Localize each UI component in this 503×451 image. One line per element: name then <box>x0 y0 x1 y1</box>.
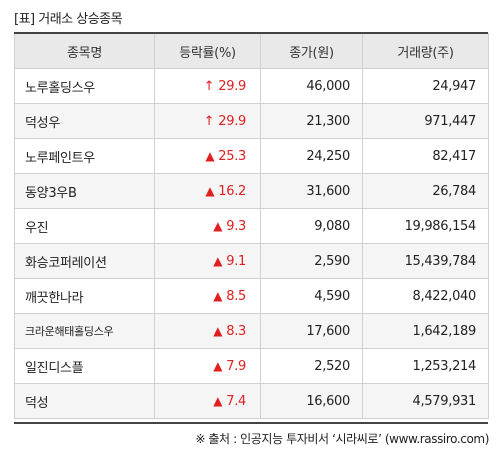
change-rate-cell: ▲ 16.2 <box>154 173 261 209</box>
stock-name: 깨끗한나라 <box>14 278 155 314</box>
header-change-rate: 등락률(%) <box>154 33 261 69</box>
change-rate-cell: ▲ 7.9 <box>154 348 261 384</box>
table-row: 노루홀딩스우 ↑ 29.9 46,000 24,947 <box>14 68 489 104</box>
closing-price: 46,000 <box>260 68 363 104</box>
change-rate-cell: ▲ 7.4 <box>154 383 261 419</box>
change-rate-cell: ▲ 9.1 <box>154 243 261 279</box>
table-row: 덕성 ▲ 7.4 16,600 4,579,931 <box>14 383 489 419</box>
trading-volume: 4,579,931 <box>362 383 489 419</box>
up-triangle-icon: ▲ <box>213 288 223 303</box>
trading-volume: 8,422,040 <box>362 278 489 314</box>
upper-limit-arrow-icon: ↑ <box>203 78 215 94</box>
trading-volume: 15,439,784 <box>362 243 489 279</box>
table-top-border <box>14 32 488 34</box>
change-rate-value: 29.9 <box>218 113 246 129</box>
change-rate-value: 9.3 <box>226 218 246 234</box>
up-triangle-icon: ▲ <box>205 148 215 163</box>
change-rate-value: 25.3 <box>218 148 246 164</box>
trading-volume: 1,642,189 <box>362 313 489 349</box>
trading-volume: 26,784 <box>362 173 489 209</box>
closing-price: 21,300 <box>260 103 363 139</box>
closing-price: 17,600 <box>260 313 363 349</box>
table-row: 노루페인트우 ▲ 25.3 24,250 82,417 <box>14 138 489 174</box>
change-rate-value: 16.2 <box>218 183 246 199</box>
up-triangle-icon: ▲ <box>213 393 223 408</box>
closing-price: 2,520 <box>260 348 363 384</box>
change-rate-value: 7.4 <box>226 393 246 409</box>
stock-name: 동양3우B <box>14 173 155 209</box>
header-stock-name: 종목명 <box>14 33 155 69</box>
change-rate-cell: ↑ 29.9 <box>154 103 261 139</box>
change-rate-value: 9.1 <box>226 253 246 269</box>
stock-name: 우진 <box>14 208 155 244</box>
change-rate-cell: ▲ 8.5 <box>154 278 261 314</box>
change-rate-cell: ▲ 8.3 <box>154 313 261 349</box>
up-triangle-icon: ▲ <box>205 183 215 198</box>
closing-price: 24,250 <box>260 138 363 174</box>
table-row: 덕성우 ↑ 29.9 21,300 971,447 <box>14 103 489 139</box>
closing-price: 4,590 <box>260 278 363 314</box>
change-rate-value: 29.9 <box>218 78 246 94</box>
trading-volume: 19,986,154 <box>362 208 489 244</box>
stock-name: 노루페인트우 <box>14 138 155 174</box>
change-rate-value: 8.3 <box>226 323 246 339</box>
header-closing-price: 종가(원) <box>260 33 363 69</box>
stock-name: 일진디스플 <box>14 348 155 384</box>
source-note: ※ 출처 : 인공지능 투자비서 ‘시라씨로’ (www.rassiro.com… <box>195 432 489 446</box>
closing-price: 16,600 <box>260 383 363 419</box>
change-rate-value: 7.9 <box>226 358 246 374</box>
table-row: 화승코퍼레이션 ▲ 9.1 2,590 15,439,784 <box>14 243 489 279</box>
table-row: 크라운해태홀딩스우 ▲ 8.3 17,600 1,642,189 <box>14 313 489 349</box>
table-row: 우진 ▲ 9.3 9,080 19,986,154 <box>14 208 489 244</box>
change-rate-cell: ▲ 25.3 <box>154 138 261 174</box>
header-volume: 거래량(주) <box>362 33 489 69</box>
table-row: 깨끗한나라 ▲ 8.5 4,590 8,422,040 <box>14 278 489 314</box>
closing-price: 2,590 <box>260 243 363 279</box>
up-triangle-icon: ▲ <box>213 323 223 338</box>
stock-name: 노루홀딩스우 <box>14 68 155 104</box>
trading-volume: 82,417 <box>362 138 489 174</box>
table-row: 동양3우B ▲ 16.2 31,600 26,784 <box>14 173 489 209</box>
table-bottom-border <box>14 422 488 424</box>
stock-name: 덕성우 <box>14 103 155 139</box>
trading-volume: 24,947 <box>362 68 489 104</box>
stock-name: 덕성 <box>14 383 155 419</box>
change-rate-value: 8.5 <box>226 288 246 304</box>
up-triangle-icon: ▲ <box>213 253 223 268</box>
table-header-row: 종목명 등락률(%) 종가(원) 거래량(주) <box>14 33 489 69</box>
upper-limit-arrow-icon: ↑ <box>203 113 215 129</box>
trading-volume: 1,253,214 <box>362 348 489 384</box>
change-rate-cell: ▲ 9.3 <box>154 208 261 244</box>
rising-stocks-table: 종목명 등락률(%) 종가(원) 거래량(주) 노루홀딩스우 ↑ 29.9 46,00… <box>14 33 489 419</box>
up-triangle-icon: ▲ <box>213 218 223 233</box>
stock-name: 화승코퍼레이션 <box>14 243 155 279</box>
table-caption: [표] 거래소 상승종목 <box>14 12 123 27</box>
change-rate-cell: ↑ 29.9 <box>154 68 261 104</box>
closing-price: 9,080 <box>260 208 363 244</box>
stock-name: 크라운해태홀딩스우 <box>14 313 155 349</box>
closing-price: 31,600 <box>260 173 363 209</box>
trading-volume: 971,447 <box>362 103 489 139</box>
up-triangle-icon: ▲ <box>213 358 223 373</box>
table-row: 일진디스플 ▲ 7.9 2,520 1,253,214 <box>14 348 489 384</box>
